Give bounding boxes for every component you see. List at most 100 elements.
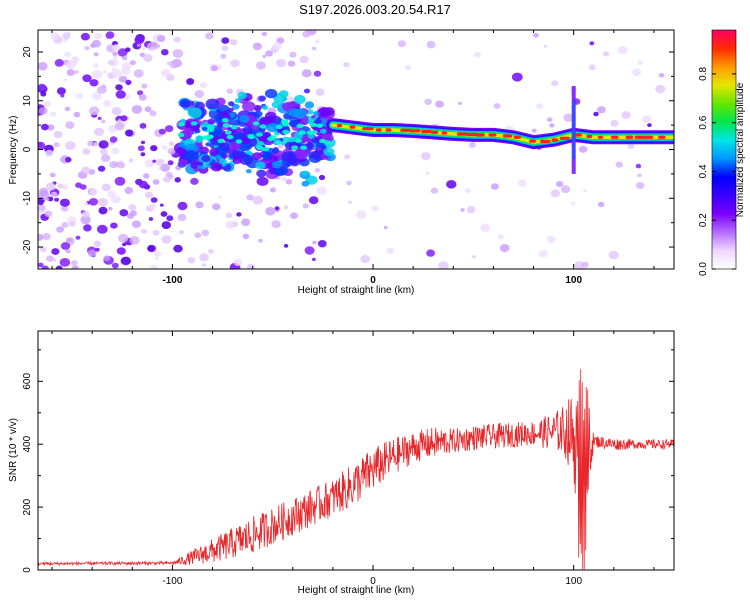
colorbar-bar: [711, 29, 737, 270]
speckle-blob: [593, 111, 599, 117]
speckle-blob: [220, 53, 227, 59]
colorbar-ticks: 0.0 0.2 0.4 0.6 0.8: [698, 67, 736, 276]
speckle-blob: [161, 221, 171, 230]
band-highlight: [224, 130, 232, 135]
speckle-blob: [276, 37, 285, 44]
speckle-blob: [583, 189, 588, 192]
speckle-blob: [269, 187, 276, 193]
speckle-blob: [166, 215, 174, 222]
speckle-blob: [38, 190, 50, 200]
speckle-blob: [438, 261, 449, 269]
speckle-blob: [199, 253, 209, 262]
speckle-blob: [46, 255, 54, 262]
speckle-blob: [167, 148, 176, 155]
band-blob: [205, 98, 220, 110]
speckle-blob: [100, 148, 108, 156]
speckle-blob: [64, 51, 71, 58]
speckle-blob: [446, 180, 457, 189]
band-highlight: [177, 122, 185, 127]
snr-frame: [37, 330, 675, 571]
speckle-blob: [55, 265, 63, 269]
speckle-blob: [109, 161, 118, 169]
snr-axes: -100 0 100 0 200 400 600: [22, 331, 674, 587]
speckle-blob: [435, 100, 444, 108]
speckle-blob: [136, 43, 141, 47]
speckle-blob: [88, 198, 99, 206]
x-tick-label: 100: [565, 576, 582, 587]
speckle-blob: [144, 159, 155, 168]
spectrogram-xlabel: Height of straight line (km): [298, 285, 415, 296]
speckle-blob: [493, 103, 501, 109]
speckle-blob: [642, 115, 652, 124]
speckle-blob: [93, 63, 99, 68]
speckle-blob: [602, 51, 610, 57]
speckle-blob: [113, 55, 118, 60]
ridge-core-segment: [441, 131, 447, 135]
band-blob: [266, 122, 279, 133]
speckle-blob: [101, 183, 111, 192]
speckle-blob: [178, 230, 185, 235]
speckle-blob: [112, 44, 121, 52]
speckle-blob: [621, 111, 631, 119]
speckle-blob: [289, 51, 297, 58]
band-highlight: [177, 132, 185, 138]
speckle-blob: [87, 143, 92, 147]
speckle-blob: [312, 240, 317, 245]
speckle-blob: [262, 54, 267, 59]
y-tick-label: 20: [22, 46, 33, 58]
speckle-blob: [212, 203, 221, 211]
band-blob: [256, 176, 269, 186]
speckle-blob: [344, 154, 351, 160]
speckle-blob: [517, 179, 527, 187]
y-tick-label: 200: [22, 498, 33, 515]
band-highlight: [300, 145, 308, 150]
speckle-blob: [172, 49, 184, 58]
band-blob: [292, 160, 298, 165]
speckle-blob: [53, 130, 63, 139]
speckle-blob: [256, 61, 266, 70]
speckle-blob: [531, 128, 537, 133]
speckle-blob: [139, 52, 145, 58]
speckle-blob: [635, 182, 645, 189]
speckle-blob: [129, 60, 136, 66]
speckle-blob: [229, 39, 238, 46]
band-highlight: [269, 135, 277, 140]
speckle-blob: [97, 116, 102, 120]
band-blob: [201, 154, 211, 163]
speckle-blob: [137, 145, 145, 152]
speckle-blob: [65, 141, 76, 150]
speckle-blob: [165, 125, 174, 133]
speckle-blob: [158, 166, 163, 171]
ridge-core-segment: [634, 135, 645, 139]
speckle-blob: [118, 75, 128, 83]
speckle-blob: [346, 180, 352, 186]
band-blob: [255, 161, 266, 170]
speckle-blob: [258, 238, 263, 243]
x-tick-label: -100: [162, 275, 182, 286]
speckle-blob: [144, 106, 152, 113]
speckle-blob: [474, 51, 481, 58]
speckle-blob: [538, 250, 548, 258]
y-tick-label: 600: [22, 373, 33, 390]
band-blob: [301, 180, 310, 187]
speckle-blob: [89, 188, 98, 196]
ridge-core-segment: [586, 134, 593, 138]
speckle-blob: [658, 73, 665, 78]
speckle-blob: [299, 55, 309, 64]
y-tick-label: 10: [22, 95, 33, 107]
speckle-blob: [464, 188, 471, 194]
ridge-core-segment: [400, 128, 412, 132]
speckle-blob: [167, 160, 174, 166]
speckle-blob: [83, 201, 88, 206]
speckle-blob: [315, 88, 325, 96]
speckle-blob: [242, 233, 250, 240]
speckle-blob: [308, 196, 319, 205]
speckle-blob: [225, 212, 233, 219]
speckle-blob: [122, 242, 127, 247]
speckle-blob: [115, 90, 126, 99]
speckle-blob: [115, 84, 123, 91]
speckle-blob: [158, 128, 166, 135]
speckle-blob: [152, 159, 157, 163]
speckle-blob: [157, 35, 166, 42]
y-tick-label: 0: [22, 146, 33, 152]
